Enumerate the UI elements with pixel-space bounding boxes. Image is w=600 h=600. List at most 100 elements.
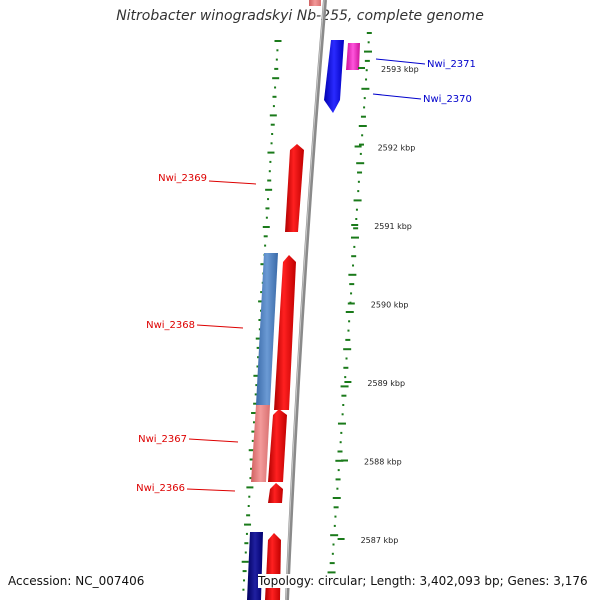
gc-dash xyxy=(351,255,357,258)
gc-dash xyxy=(251,412,259,414)
gc-dash xyxy=(276,49,279,52)
gc-dash xyxy=(274,40,282,42)
gc-dash xyxy=(257,356,260,359)
gene-label-nwi-2366[interactable]: Nwi_2366 xyxy=(136,483,185,494)
gc-dash xyxy=(248,495,251,498)
gc-dash xyxy=(249,477,252,480)
gc-dash xyxy=(258,319,263,321)
gc-dash xyxy=(271,133,274,135)
gc-dash xyxy=(364,59,370,62)
gene-nwi-2368-steel[interactable] xyxy=(256,253,278,405)
gene-label-nwi-2368[interactable]: Nwi_2368 xyxy=(146,320,195,331)
gc-dash xyxy=(343,348,352,351)
gc-dash xyxy=(268,170,271,173)
gc-dash xyxy=(253,402,258,405)
scale-tick-label: 2593 kbp xyxy=(381,65,419,74)
gc-dash xyxy=(363,50,372,53)
gc-dash xyxy=(341,394,347,397)
scale-tick-label: 2591 kbp xyxy=(374,222,412,231)
gc-dash xyxy=(332,497,341,499)
gc-dash xyxy=(272,95,277,98)
gc-dash xyxy=(251,439,254,442)
gc-dash xyxy=(359,152,362,155)
gene-bottom-red[interactable] xyxy=(265,533,281,600)
gc-dash xyxy=(337,450,343,453)
gene-nwi-2369[interactable] xyxy=(285,144,304,232)
gc-dash xyxy=(345,311,354,313)
gc-dash xyxy=(253,374,261,377)
scale-tick-label: 2589 kbp xyxy=(367,379,405,388)
gc-dash xyxy=(353,227,359,230)
gc-dash xyxy=(242,570,247,573)
gc-dash xyxy=(331,552,334,555)
gc-dash xyxy=(353,199,362,202)
scale-tick-mark xyxy=(341,459,348,462)
gc-dash xyxy=(361,87,370,90)
gc-dash xyxy=(265,188,273,191)
gc-skew-right-track xyxy=(327,32,372,583)
gc-dash xyxy=(251,430,256,433)
gene-label-leader xyxy=(196,324,244,329)
gc-dash xyxy=(252,421,255,424)
gc-dash xyxy=(350,292,353,295)
gene-bottom-navy[interactable] xyxy=(247,532,263,600)
scale-tick-mark xyxy=(337,538,345,540)
gene-label-nwi-2369[interactable]: Nwi_2369 xyxy=(158,173,207,184)
gc-dash xyxy=(256,346,261,349)
map-title: Nitrobacter winogradskyi Nb-255, complet… xyxy=(116,8,484,24)
gc-dash xyxy=(337,469,340,472)
gc-dash xyxy=(250,467,253,470)
genome-backbone-highlight xyxy=(285,0,325,600)
gc-dash xyxy=(246,486,254,489)
gc-dash xyxy=(345,357,348,360)
gene-partial-top[interactable] xyxy=(309,0,321,6)
gene-label-leader xyxy=(375,58,426,65)
gc-dash xyxy=(342,404,345,406)
gc-dash xyxy=(247,505,250,507)
gc-dash xyxy=(345,338,351,341)
gc-dash xyxy=(269,114,277,117)
gc-dash xyxy=(357,171,363,174)
gene-label-leader xyxy=(186,488,236,492)
gc-dash xyxy=(270,142,273,145)
gene-label-nwi-2370[interactable]: Nwi_2370 xyxy=(423,94,472,105)
genome-backbone xyxy=(285,0,327,600)
gc-dash xyxy=(269,160,272,163)
scale-tick-label: 2592 kbp xyxy=(378,144,416,153)
gc-dash xyxy=(256,365,259,368)
gene-nwi-2366[interactable] xyxy=(268,483,283,503)
gc-dash xyxy=(243,579,246,582)
gene-nwi-2371[interactable] xyxy=(346,43,360,70)
gc-dash xyxy=(335,459,344,462)
gene-label-leader xyxy=(372,93,422,100)
gene-label-nwi-2367[interactable]: Nwi_2367 xyxy=(138,434,187,445)
gc-dash xyxy=(333,506,339,509)
scale-tick-mark xyxy=(344,381,352,383)
gc-dash xyxy=(263,235,268,238)
gc-dash xyxy=(344,376,347,379)
gene-nwi-2367-pale[interactable] xyxy=(251,405,270,482)
gc-dash xyxy=(244,542,249,545)
gene-labels: Nwi_2371 Nwi_2370 Nwi_2369 Nwi_2368 Nwi_2367… xyxy=(136,58,476,494)
gc-dash xyxy=(334,515,337,518)
gene-nwi-2368[interactable] xyxy=(274,255,296,410)
gene-label-nwi-2371[interactable]: Nwi_2371 xyxy=(427,59,476,70)
gc-dash xyxy=(343,366,349,369)
gc-dash xyxy=(249,458,254,461)
gc-dash xyxy=(358,125,367,127)
gc-dash xyxy=(267,179,272,182)
gene-nwi-2367[interactable] xyxy=(268,409,287,482)
gc-dash xyxy=(255,337,263,340)
gc-dash xyxy=(352,264,355,267)
gc-dash xyxy=(360,115,366,118)
gc-dash xyxy=(333,524,336,527)
gc-dash xyxy=(262,226,270,228)
scale-tick-mark xyxy=(354,145,362,148)
gc-dash xyxy=(335,478,341,481)
gc-dash xyxy=(357,190,360,193)
summary-text: Topology: circular; Length: 3,402,093 bp… xyxy=(258,574,600,588)
gene-nwi-2371-blue[interactable] xyxy=(324,40,344,113)
scale-tick-mark xyxy=(347,302,355,305)
gc-dash xyxy=(336,487,339,490)
